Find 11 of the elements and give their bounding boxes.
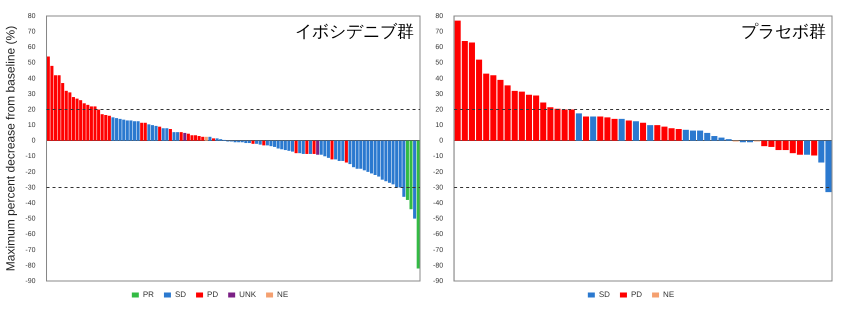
y-axis-title: Maximum percent decrease from baseline (%) bbox=[4, 26, 18, 272]
legend-label: PD bbox=[630, 290, 642, 300]
legend-label: PD bbox=[207, 290, 218, 300]
legend-label: PR bbox=[142, 290, 154, 300]
legend-label: NE bbox=[663, 290, 674, 300]
legend-label: UNK bbox=[239, 290, 257, 300]
legend-label: NE bbox=[277, 290, 288, 300]
chart-title: プラセボ群 bbox=[741, 22, 826, 42]
chart-title: イボシデニブ群 bbox=[295, 22, 414, 42]
legend-label: SD bbox=[598, 290, 610, 300]
legend-label: SD bbox=[174, 290, 186, 300]
